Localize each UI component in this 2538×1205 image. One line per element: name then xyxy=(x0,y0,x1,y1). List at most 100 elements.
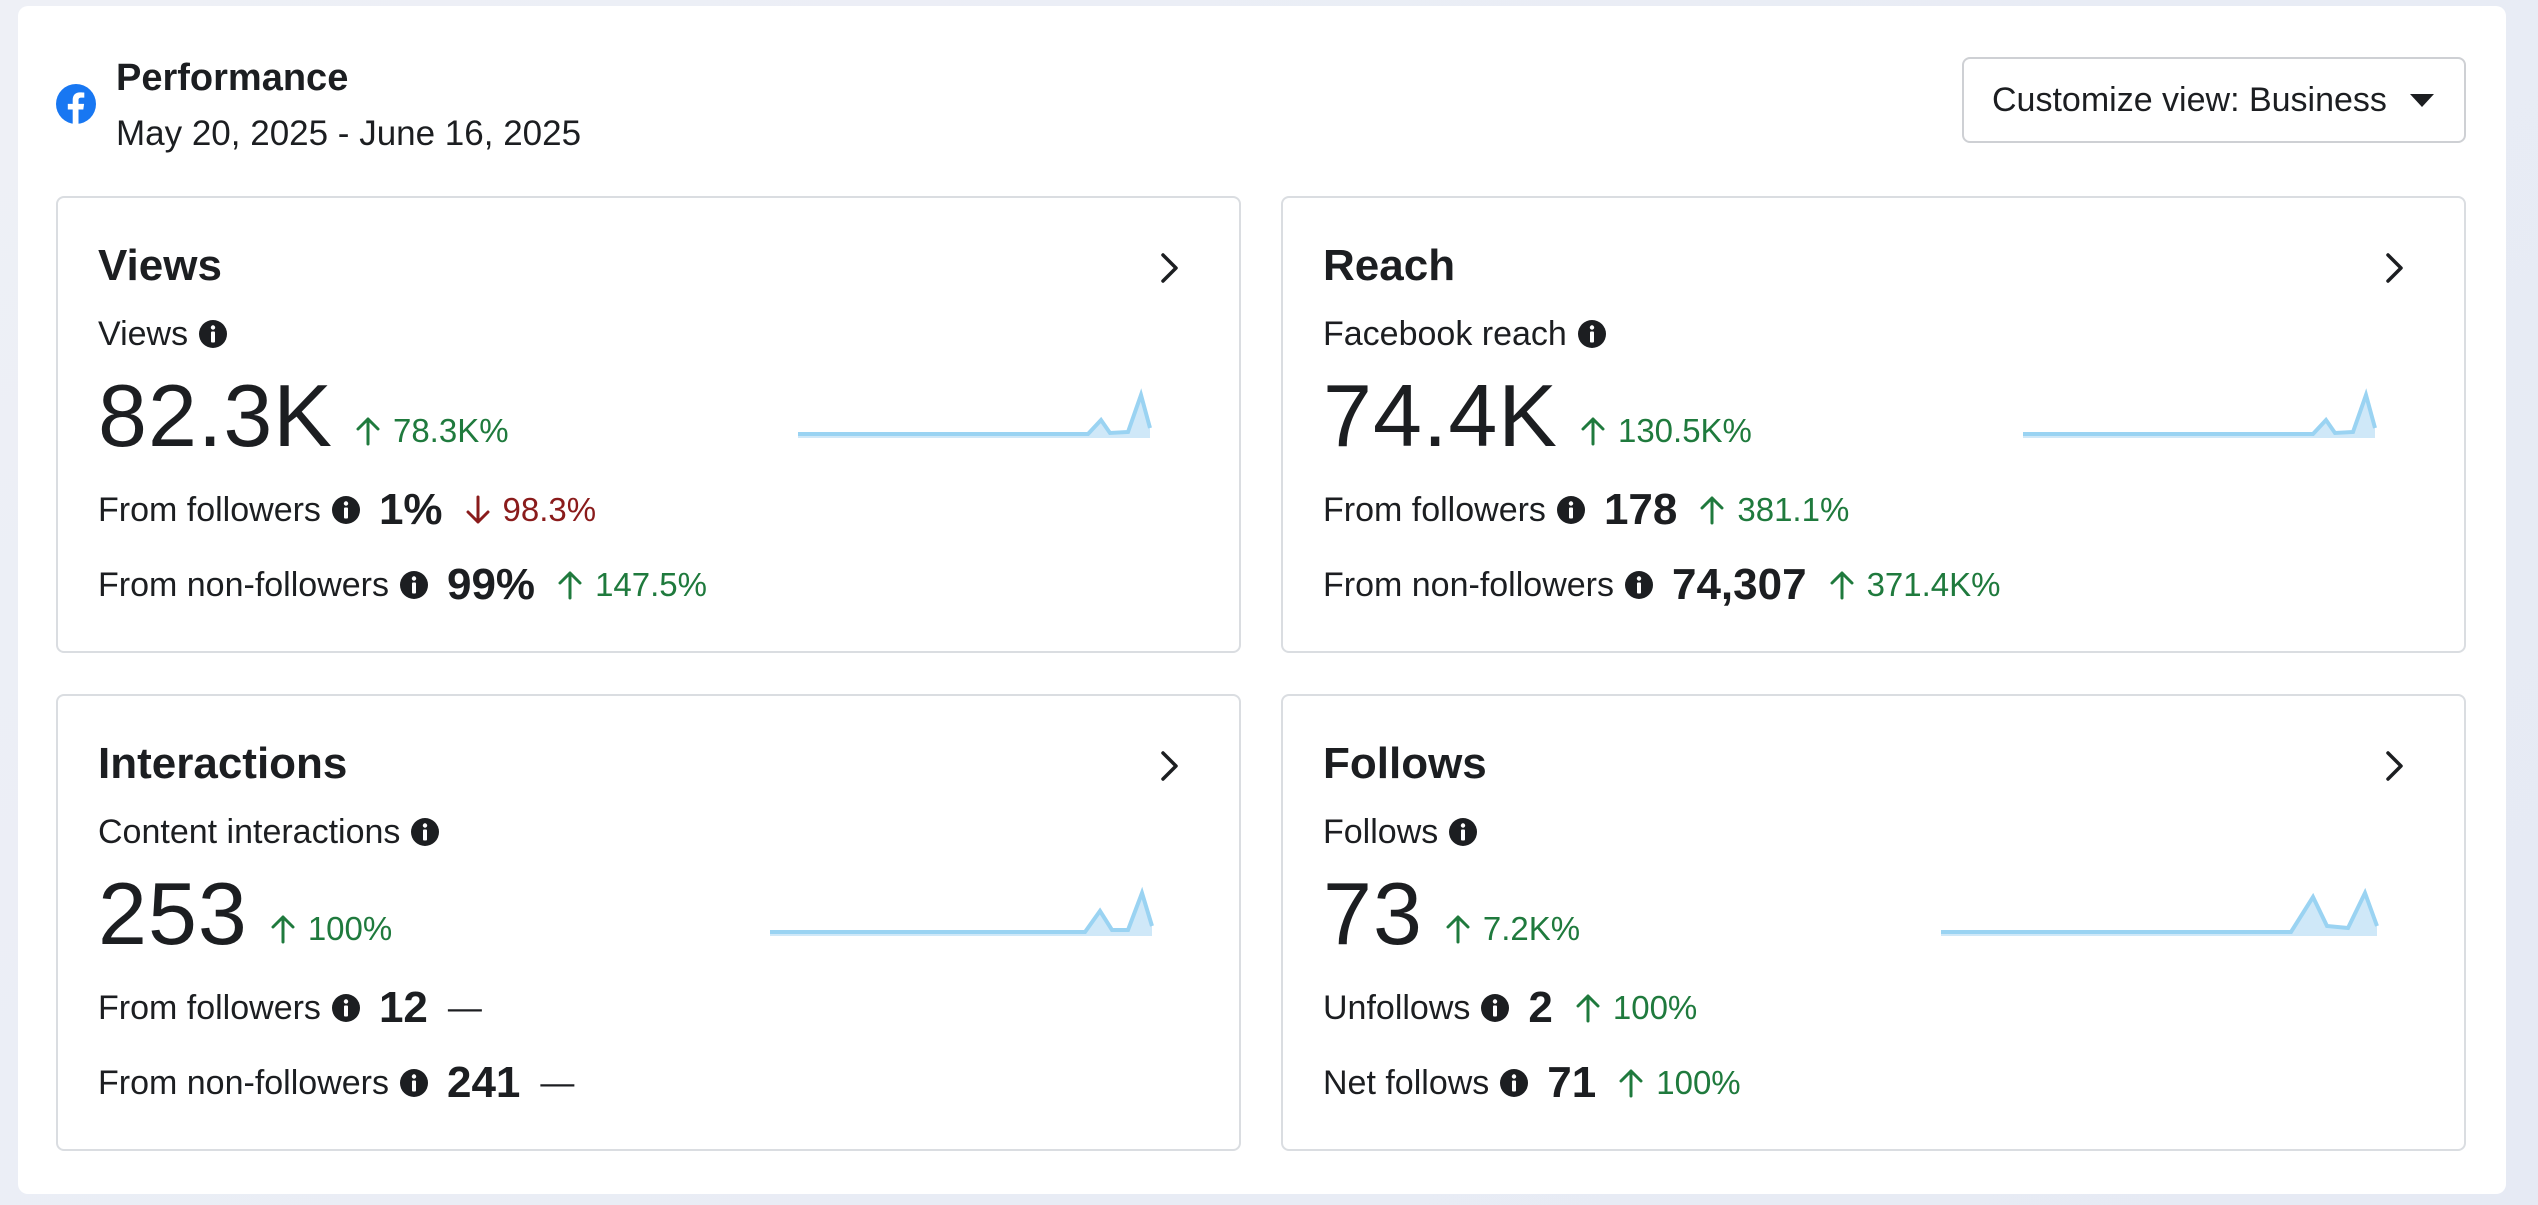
stat-delta-text: 147.5% xyxy=(595,566,707,603)
stat-row: From non-followers 99% 147.5% xyxy=(98,563,707,607)
stat-label: From followers xyxy=(1323,491,1546,529)
stat-row: From followers 12 — xyxy=(98,986,482,1030)
info-icon[interactable] xyxy=(198,319,228,349)
stat-row: From followers 1% 98.3% xyxy=(98,488,596,532)
customize-view-dropdown[interactable]: Customize view: Business xyxy=(1962,57,2466,143)
follows-sparkline xyxy=(1941,887,2379,936)
stat-value: 99% xyxy=(446,560,536,609)
date-range: May 20, 2025 - June 16, 2025 xyxy=(116,114,582,153)
arrow-up-icon xyxy=(1576,994,1600,1023)
stat-row: Net follows 71 100% xyxy=(1323,1061,1741,1105)
stat-label: Net follows xyxy=(1323,1064,1490,1102)
performance-header: Performance May 20, 2025 - June 16, 2025 xyxy=(56,46,581,156)
stat-delta: 100% xyxy=(1618,1061,1741,1105)
customize-view-label: Customize view: Business xyxy=(1992,80,2387,119)
stat-value: 1% xyxy=(378,485,443,534)
stat-delta: 371.4K% xyxy=(1829,563,2001,607)
metric-value: 82.3K xyxy=(98,366,333,465)
metric-label-text: Follows xyxy=(1323,813,1439,851)
views-card[interactable]: Views Views 82.3K 78.3K% From followers … xyxy=(56,196,1241,653)
stat-value: 2 xyxy=(1528,983,1553,1032)
info-icon[interactable] xyxy=(1577,319,1607,349)
interactions-sparkline xyxy=(770,886,1154,936)
metric-label-text: Content interactions xyxy=(98,813,401,851)
info-icon[interactable] xyxy=(331,495,361,525)
info-icon[interactable] xyxy=(1448,817,1478,847)
metric-value: 74.4K xyxy=(1323,366,1558,465)
stat-row: From non-followers 241 — xyxy=(98,1061,574,1105)
stat-value: 71 xyxy=(1547,1058,1597,1107)
info-icon[interactable] xyxy=(410,817,440,847)
card-title: Follows xyxy=(1323,739,1487,788)
arrow-up-icon xyxy=(1619,1069,1643,1098)
metric-value-row: 82.3K 78.3K% xyxy=(98,366,509,466)
interactions-card[interactable]: Interactions Content interactions 253 10… xyxy=(56,694,1241,1151)
metric-delta-text: 100% xyxy=(307,910,393,947)
arrow-up-icon xyxy=(1830,571,1854,600)
stat-value: 12 xyxy=(378,983,428,1032)
stat-delta: 98.3% xyxy=(465,488,596,532)
metric-value: 253 xyxy=(98,864,248,963)
follows-card[interactable]: Follows Follows 73 7.2K% Unfollows 2 100… xyxy=(1281,694,2466,1151)
caret-down-icon xyxy=(2410,93,2434,107)
info-icon[interactable] xyxy=(399,1068,429,1098)
arrow-up-icon xyxy=(1446,915,1470,944)
metric-value-row: 74.4K 130.5K% xyxy=(1323,366,1752,466)
metric-delta-text: 130.5K% xyxy=(1617,412,1752,449)
metric-value: 73 xyxy=(1323,864,1423,963)
arrow-up-icon xyxy=(558,571,582,600)
metric-label-text: Facebook reach xyxy=(1323,315,1567,353)
info-icon[interactable] xyxy=(399,570,429,600)
stat-delta: 381.1% xyxy=(1699,488,1849,532)
reach-card[interactable]: Reach Facebook reach 74.4K 130.5K% From … xyxy=(1281,196,2466,653)
stat-delta-text: 371.4K% xyxy=(1866,566,2001,603)
stat-delta: 100% xyxy=(1575,986,1697,1030)
arrow-up-icon xyxy=(356,417,380,446)
stat-label: Unfollows xyxy=(1323,989,1471,1027)
info-icon[interactable] xyxy=(1499,1068,1529,1098)
stat-row: From non-followers 74,307 371.4K% xyxy=(1323,563,2001,607)
arrow-up-icon xyxy=(271,915,295,944)
stat-label: From non-followers xyxy=(1323,566,1614,604)
card-title: Views xyxy=(98,241,222,290)
stat-label: From followers xyxy=(98,491,321,529)
chevron-right-icon[interactable] xyxy=(2382,750,2408,782)
chevron-right-icon[interactable] xyxy=(1157,750,1183,782)
metric-delta: 100% xyxy=(270,910,392,948)
info-icon[interactable] xyxy=(1556,495,1586,525)
stat-delta-text: — xyxy=(447,989,482,1027)
info-icon[interactable] xyxy=(331,993,361,1023)
stat-delta-text: — xyxy=(540,1064,575,1102)
stat-value: 74,307 xyxy=(1671,560,1807,609)
metric-delta-text: 78.3K% xyxy=(392,412,509,449)
metric-delta: 78.3K% xyxy=(355,412,509,450)
reach-sparkline xyxy=(2023,388,2377,438)
stat-row: From followers 178 381.1% xyxy=(1323,488,1849,532)
arrow-up-icon xyxy=(1581,417,1605,446)
page-title: Performance xyxy=(116,57,349,99)
stat-delta-text: 100% xyxy=(1612,989,1698,1026)
facebook-icon xyxy=(56,84,96,124)
arrow-down-icon xyxy=(466,495,490,524)
metric-label: Facebook reach xyxy=(1323,312,1607,356)
metric-label: Views xyxy=(98,312,228,356)
info-icon[interactable] xyxy=(1624,570,1654,600)
stat-label: From non-followers xyxy=(98,1064,389,1102)
stat-label: From followers xyxy=(98,989,321,1027)
info-icon[interactable] xyxy=(1480,993,1510,1023)
views-sparkline xyxy=(798,388,1152,438)
chevron-right-icon[interactable] xyxy=(1157,252,1183,284)
metric-value-row: 253 100% xyxy=(98,864,392,964)
metric-delta-text: 7.2K% xyxy=(1482,910,1581,947)
metric-label: Content interactions xyxy=(98,810,440,854)
stat-value: 241 xyxy=(446,1058,521,1107)
metric-value-row: 73 7.2K% xyxy=(1323,864,1580,964)
stat-delta-text: 100% xyxy=(1656,1064,1741,1101)
metric-label: Follows xyxy=(1323,810,1478,854)
metric-delta: 7.2K% xyxy=(1445,910,1580,948)
stat-delta: 147.5% xyxy=(557,563,707,607)
metric-delta: 130.5K% xyxy=(1580,412,1752,450)
stat-value: 178 xyxy=(1603,485,1678,534)
card-title: Reach xyxy=(1323,241,1456,290)
chevron-right-icon[interactable] xyxy=(2382,252,2408,284)
